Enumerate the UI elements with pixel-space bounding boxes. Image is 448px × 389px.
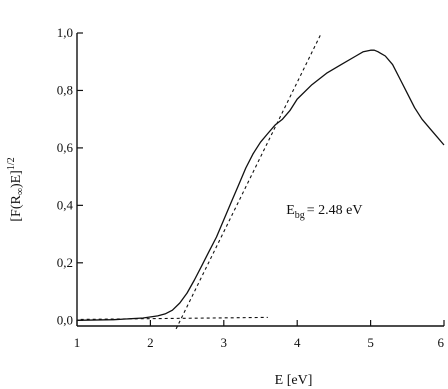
y-label-close: )E] — [9, 170, 24, 188]
axes — [76, 32, 445, 327]
x-tick-label: 6 — [438, 335, 445, 350]
y-label-main: [F(R — [9, 195, 24, 222]
fit-line-dashed — [175, 32, 322, 330]
x-tick-label: 4 — [294, 335, 301, 350]
y-tick-label: 0,8 — [57, 82, 73, 97]
x-tick-label: 5 — [367, 335, 374, 350]
y-tick-label: 0,4 — [57, 197, 74, 212]
y-tick-label: 0,2 — [57, 255, 73, 270]
x-tick-label: 3 — [221, 335, 228, 350]
y-tick-label: 0,6 — [57, 140, 74, 155]
data-curve — [76, 49, 445, 321]
band-gap-annotation: Ebg = 2.48 eV — [286, 203, 362, 221]
svg-text:[F(R∞)E]1/2: [F(R∞)E]1/2 — [6, 157, 26, 221]
x-axis-label: E [eV] — [275, 373, 313, 388]
x-tick-label: 2 — [147, 335, 154, 350]
y-label-sup: 1/2 — [6, 157, 17, 170]
y-axis-label: [F(R∞)E]1/2 — [6, 157, 26, 221]
y-tick-label: 1,0 — [57, 25, 73, 40]
y-label-sub: ∞ — [15, 188, 26, 195]
fit-line-dashed — [80, 316, 268, 320]
series-layer — [76, 32, 445, 330]
y-tick-label: 0,0 — [57, 312, 73, 327]
x-tick-label: 1 — [74, 335, 81, 350]
labels-layer: 0,0 0,2 0,4 0,6 0,8 1,0 1 2 3 4 5 6 E [eV] [F(R∞)E]1/… — [6, 25, 445, 388]
